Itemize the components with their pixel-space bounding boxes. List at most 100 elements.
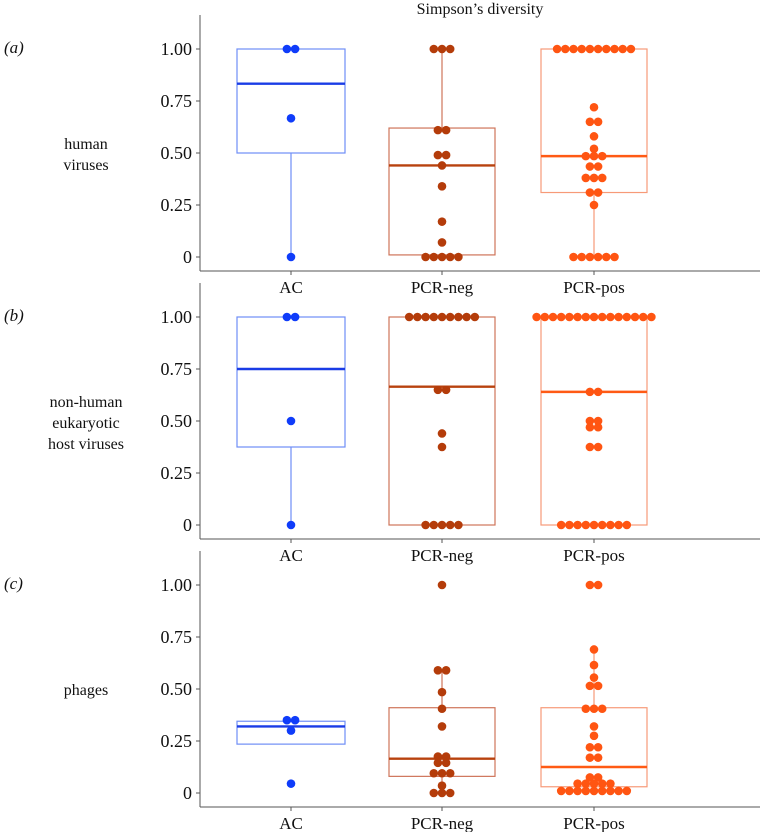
data-point	[433, 665, 443, 675]
data-point	[441, 752, 451, 761]
panel-label: (b)	[4, 306, 24, 325]
data-point	[421, 252, 430, 262]
panel-b: (b) non-human eukaryotic host viruses 0 0.25 0…	[4, 283, 760, 565]
data-point	[593, 753, 603, 762]
data-point	[585, 773, 595, 782]
data-point	[597, 779, 607, 788]
data-point	[445, 252, 455, 262]
data-point	[597, 312, 607, 322]
data-point	[589, 786, 599, 796]
data-point	[552, 44, 562, 54]
data-point	[437, 161, 447, 170]
box-ac	[236, 715, 346, 788]
data-point	[441, 125, 451, 135]
data-point	[614, 312, 623, 322]
x-tick-label: AC	[279, 546, 303, 565]
x-tick-label: AC	[279, 814, 303, 832]
data-point	[437, 687, 447, 697]
x-tick-label: PCR-pos	[563, 814, 624, 832]
data-point	[585, 753, 595, 762]
data-point	[573, 786, 582, 796]
data-point	[441, 385, 451, 395]
data-point	[454, 312, 463, 322]
y-tick-label: 0	[183, 783, 192, 803]
data-point	[429, 788, 439, 798]
y-tick-label: 0.25	[161, 731, 193, 751]
chart-title: Simpson’s diversity	[417, 1, 544, 18]
data-point	[593, 442, 603, 452]
data-point	[573, 520, 582, 530]
data-point	[614, 786, 623, 796]
data-point	[589, 200, 599, 210]
data-point	[462, 312, 471, 322]
data-point	[585, 681, 595, 691]
data-point	[441, 665, 451, 675]
data-point	[565, 312, 574, 322]
data-point	[437, 781, 447, 791]
row-label-line: host viruses	[48, 436, 124, 453]
data-point	[622, 312, 632, 322]
data-point	[413, 312, 422, 322]
data-point	[585, 188, 595, 197]
data-point	[286, 726, 296, 735]
data-point	[565, 520, 574, 530]
data-point	[556, 520, 566, 530]
box-pcr-neg	[388, 312, 496, 530]
data-point	[565, 786, 574, 796]
data-point	[589, 731, 599, 741]
data-point	[593, 252, 603, 262]
data-point	[581, 312, 591, 322]
data-point	[581, 151, 591, 161]
data-point	[614, 520, 623, 530]
data-point	[585, 162, 595, 171]
y-tick-label: 0.25	[161, 195, 193, 215]
data-point	[597, 151, 607, 161]
row-label-line: non-human	[50, 394, 123, 411]
data-point	[638, 312, 648, 322]
y-tick-label: 1.00	[161, 39, 193, 59]
data-point	[429, 768, 439, 778]
x-tick-label: PCR-pos	[563, 546, 624, 565]
data-point	[610, 44, 619, 54]
data-point	[433, 150, 443, 160]
data-point	[421, 312, 430, 322]
data-point	[437, 44, 447, 54]
row-label-line: eukaryotic	[52, 415, 120, 432]
data-point	[581, 779, 591, 788]
data-point	[585, 387, 595, 397]
row-label-line: viruses	[63, 157, 108, 174]
data-point	[286, 113, 296, 123]
data-point	[437, 252, 447, 262]
data-point	[589, 660, 599, 670]
panel-a: (a) human viruses 0 0.25 0.50 0.75 1.00 AC PCR-ne…	[4, 15, 760, 297]
data-point	[589, 722, 599, 731]
data-point	[589, 173, 599, 183]
y-tick-label: 0.25	[161, 463, 193, 483]
data-point	[429, 44, 439, 54]
box-pcr-pos	[532, 312, 656, 530]
y-tick-label: 0.50	[161, 679, 193, 699]
data-point	[602, 44, 611, 54]
data-point	[585, 44, 595, 54]
y-tick-label: 0.75	[161, 359, 193, 379]
data-point	[593, 387, 603, 397]
data-point	[589, 144, 599, 154]
data-point	[286, 252, 296, 262]
data-point	[585, 422, 595, 432]
y-tick-label: 0	[183, 515, 192, 535]
data-point	[606, 312, 615, 322]
data-point	[581, 173, 591, 183]
data-point	[470, 312, 480, 322]
data-point	[290, 44, 300, 54]
data-point	[589, 779, 599, 788]
data-point	[437, 768, 447, 778]
y-tick-label: 0.50	[161, 143, 193, 163]
iqr-box	[236, 316, 346, 448]
panel-c: (c) phages 0 0.25 0.50 0.75 1.00 AC PCR-neg PCR-p…	[4, 551, 760, 833]
data-point	[282, 44, 292, 54]
row-label-line: phages	[64, 682, 108, 699]
data-point	[573, 312, 582, 322]
iqr-box	[388, 707, 496, 777]
data-point	[286, 520, 296, 530]
data-point	[437, 181, 447, 191]
